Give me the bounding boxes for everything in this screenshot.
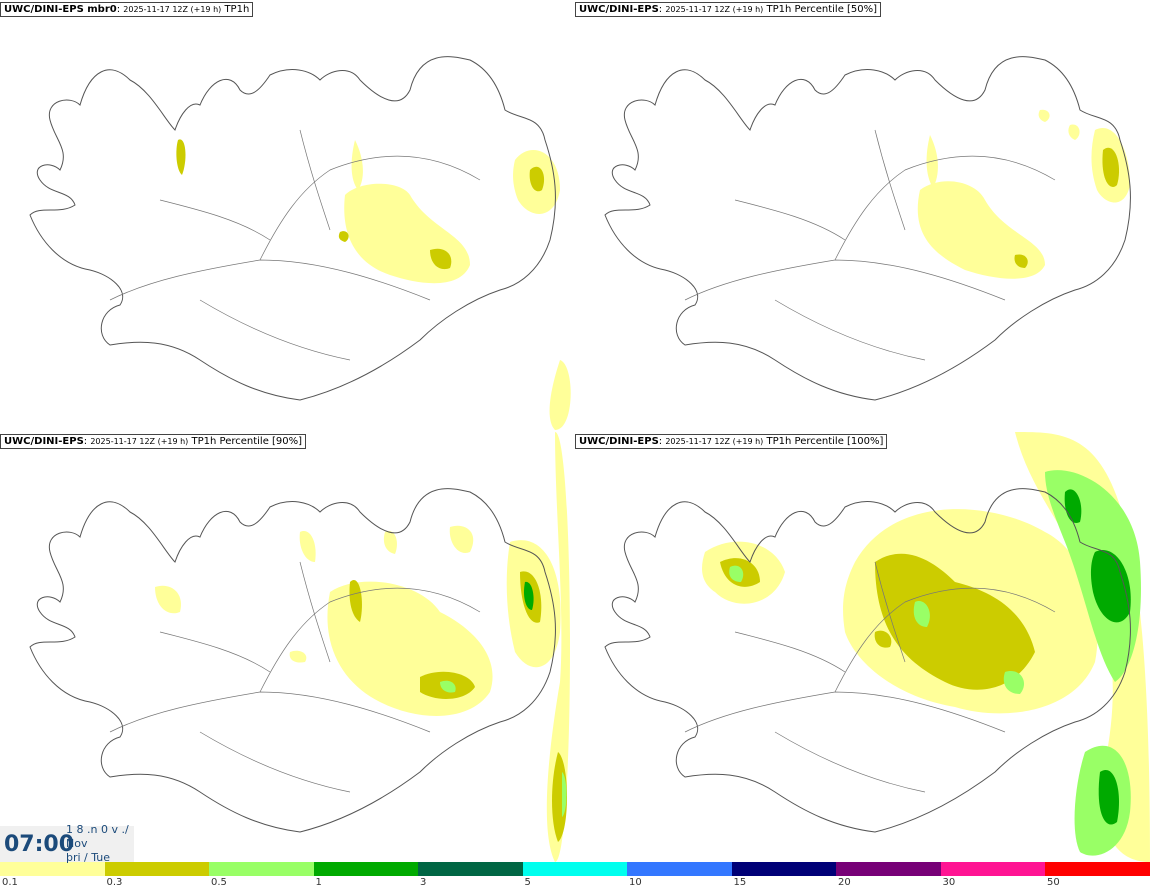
valid-time-month: Nov — [66, 837, 88, 850]
panel-title: UWC/DINI-EPS mbr0: 2025-11-17 12Z (+19 h… — [0, 2, 254, 17]
colorbar-swatch — [313, 862, 418, 876]
road-lines — [684, 129, 1056, 361]
colorbar-swatch — [418, 862, 523, 876]
map-panel-p100: UWC/DINI-EPS: 2025-11-17 12Z (+19 h) TP1… — [575, 432, 1150, 862]
colorbar-swatch — [209, 862, 314, 876]
colorbar-swatch — [1045, 862, 1150, 876]
colorbar-tick-label: 20 — [838, 877, 851, 888]
precip-colorbar — [0, 862, 1150, 876]
colorbar-swatch — [104, 862, 209, 876]
road-lines — [109, 561, 481, 793]
map-panel-mbr0: UWC/DINI-EPS mbr0: 2025-11-17 12Z (+19 h… — [0, 0, 575, 430]
panel-title: UWC/DINI-EPS: 2025-11-17 12Z (+19 h) TP1… — [575, 2, 882, 17]
colorbar-tick-label: 0.1 — [2, 877, 18, 888]
colorbar-tick-label: 0.5 — [211, 877, 227, 888]
colorbar-tick-label: 30 — [942, 877, 956, 888]
colorbar-tick-label: 1 — [315, 877, 322, 888]
precip-fill — [702, 432, 1150, 862]
iceland-outline — [604, 488, 1131, 833]
colorbar-tick-label: 10 — [629, 877, 642, 888]
precip-fill — [176, 139, 571, 430]
precip-map — [29, 432, 570, 862]
valid-time-weekday: þri / Tue — [66, 851, 111, 864]
colorbar-swatch — [731, 862, 836, 876]
colorbar-swatch — [0, 862, 105, 876]
road-lines — [684, 561, 1056, 793]
valid-time-line1: 1 8 .n 0 v ./ — [66, 823, 129, 836]
map-panel-p90: UWC/DINI-EPS: 2025-11-17 12Z (+19 h) TP1… — [0, 432, 575, 862]
colorbar-swatch — [627, 862, 732, 876]
colorbar-tick-label: 50 — [1047, 877, 1060, 888]
colorbar-swatch — [940, 862, 1045, 876]
precip-map — [604, 432, 1150, 862]
iceland-outline — [29, 56, 556, 401]
iceland-outline — [29, 488, 556, 833]
panel-title: UWC/DINI-EPS: 2025-11-17 12Z (+19 h) TP1… — [575, 434, 888, 449]
precip-map — [29, 56, 571, 430]
colorbar-tick-label: 5 — [524, 877, 531, 888]
colorbar-tick-label: 15 — [733, 877, 747, 888]
precip-map — [604, 56, 1131, 401]
colorbar-tick-label: 0.3 — [106, 877, 123, 888]
precip-fill — [917, 109, 1130, 279]
panel-title: UWC/DINI-EPS: 2025-11-17 12Z (+19 h) TP1… — [0, 434, 307, 449]
panel-divider — [575, 0, 576, 862]
valid-time: 07:00 — [4, 832, 75, 857]
iceland-outline — [604, 56, 1131, 401]
colorbar-tick-label: 3 — [420, 877, 427, 888]
colorbar-ticks: 0.1 0.3 0.5 1 3 5 10 15 20 30 50 — [0, 877, 1150, 891]
road-lines — [109, 129, 481, 361]
precip-fill — [155, 432, 570, 862]
colorbar-swatch — [522, 862, 627, 876]
valid-time-box: 07:00 1 8 .n 0 v ./ Nov þri / Tue — [0, 823, 134, 864]
map-panel-p50: UWC/DINI-EPS: 2025-11-17 12Z (+19 h) TP1… — [575, 0, 1150, 430]
colorbar-swatch — [836, 862, 941, 876]
